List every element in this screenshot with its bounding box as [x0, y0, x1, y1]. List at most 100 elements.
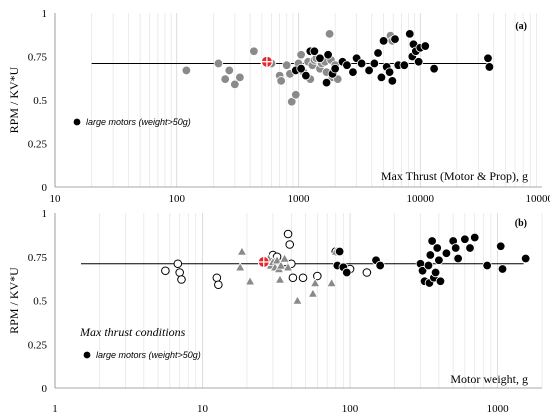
- data-point: [430, 267, 441, 278]
- y-tick-label: 1: [42, 208, 48, 220]
- data-point: [435, 276, 446, 286]
- y-tick-label: 0.25: [28, 339, 48, 351]
- data-point: [450, 243, 461, 253]
- y-axis-label: RPM / KV*U: [7, 267, 21, 334]
- legend-marker: [83, 351, 91, 359]
- data-point: [399, 60, 410, 70]
- data-point: [324, 29, 335, 39]
- data-point: [387, 76, 398, 86]
- y-tick-label: 0.5: [33, 95, 47, 107]
- data-point: [427, 236, 437, 246]
- data-point: [315, 53, 325, 63]
- data-point: [287, 97, 297, 107]
- data-point: [420, 41, 430, 51]
- data-point: [375, 260, 385, 271]
- data-point: [271, 254, 283, 265]
- data-point: [161, 266, 170, 276]
- data-point: [378, 36, 389, 46]
- data-point: [496, 241, 506, 251]
- x-tick-label: 1: [52, 403, 58, 415]
- data-point: [356, 58, 367, 69]
- data-point: [282, 60, 292, 70]
- y-tick-label: 0.75: [28, 252, 48, 264]
- data-point: [453, 253, 463, 264]
- legend: large motors (weight>50g): [73, 117, 191, 127]
- legend-label: large motors (weight>50g): [86, 117, 191, 127]
- panel-label: (b): [515, 218, 527, 229]
- data-point: [291, 90, 301, 100]
- data-point: [323, 50, 333, 60]
- data-point: [224, 65, 234, 76]
- data-point: [425, 250, 436, 260]
- x-tick-label: 1000: [487, 403, 510, 415]
- data-point: [334, 246, 345, 257]
- x-tick-label: 10000: [407, 193, 435, 205]
- highlight-point: [257, 256, 270, 268]
- legend-label: large motors (weight>50g): [96, 350, 201, 360]
- data-point: [244, 275, 256, 286]
- data-point: [460, 234, 470, 244]
- x-tick-label: 100: [169, 193, 186, 205]
- data-point: [423, 260, 434, 271]
- data-point: [470, 232, 480, 243]
- data-point: [484, 62, 495, 72]
- x-tick-label: 100000: [526, 193, 550, 205]
- data-point: [175, 268, 184, 277]
- x-tick-label: 100: [342, 403, 359, 415]
- x-tick-label: 10: [197, 403, 209, 415]
- data-point: [279, 253, 290, 263]
- data-point: [309, 46, 320, 56]
- chart-panel-b: 0 0.25 0.5 0.75 1 1 10 100 1000 RPM / KV*U Motor w…: [7, 208, 543, 415]
- data-point: [326, 277, 337, 288]
- data-point: [348, 67, 358, 77]
- series-black: [332, 232, 531, 288]
- data-point: [369, 58, 380, 69]
- data-point: [214, 280, 223, 290]
- y-tick-label: 1: [42, 8, 48, 20]
- data-point: [405, 29, 415, 39]
- x-tick-label: 10: [50, 193, 62, 205]
- data-point: [230, 79, 240, 90]
- data-point: [236, 246, 248, 256]
- data-point: [301, 70, 311, 81]
- data-point: [213, 58, 224, 69]
- x-axis-label: Motor weight, g: [450, 372, 528, 386]
- condition-annotation: Max thrust conditions: [79, 325, 186, 339]
- data-point: [249, 46, 259, 56]
- data-point: [173, 259, 183, 269]
- data-point: [235, 72, 245, 83]
- legend: large motors (weight>50g): [83, 350, 201, 360]
- data-point: [483, 53, 493, 63]
- data-point: [235, 261, 246, 272]
- data-point: [212, 273, 222, 283]
- data-point: [275, 260, 287, 270]
- data-point: [376, 72, 387, 83]
- chart-panel-a: 0 0.25 0.5 0.75 1 10 100 1000 10000 100000 RPM / K…: [7, 8, 550, 205]
- y-tick-label: 0: [42, 383, 48, 395]
- data-point: [274, 274, 286, 284]
- data-point: [321, 77, 332, 88]
- series-black: [291, 29, 495, 88]
- data-point: [296, 50, 306, 60]
- data-point: [276, 76, 286, 86]
- data-point: [177, 275, 186, 284]
- data-point: [288, 273, 298, 283]
- data-point: [181, 65, 192, 76]
- data-point: [413, 57, 424, 67]
- y-tick-label: 0: [42, 182, 48, 194]
- data-point: [390, 34, 400, 44]
- data-point: [342, 267, 352, 278]
- data-point: [220, 74, 230, 84]
- series-gray-triangle: [235, 246, 341, 305]
- panel-label: (a): [515, 21, 527, 32]
- data-point: [307, 288, 319, 298]
- data-point: [373, 48, 383, 58]
- highlight-point: [260, 55, 273, 68]
- y-axis-label: RPM / KV*U: [7, 66, 21, 133]
- y-tick-label: 0.5: [33, 296, 47, 308]
- data-point: [342, 60, 352, 70]
- data-point: [434, 255, 444, 265]
- data-point: [313, 271, 322, 281]
- data-point: [482, 260, 492, 271]
- data-point: [283, 229, 293, 239]
